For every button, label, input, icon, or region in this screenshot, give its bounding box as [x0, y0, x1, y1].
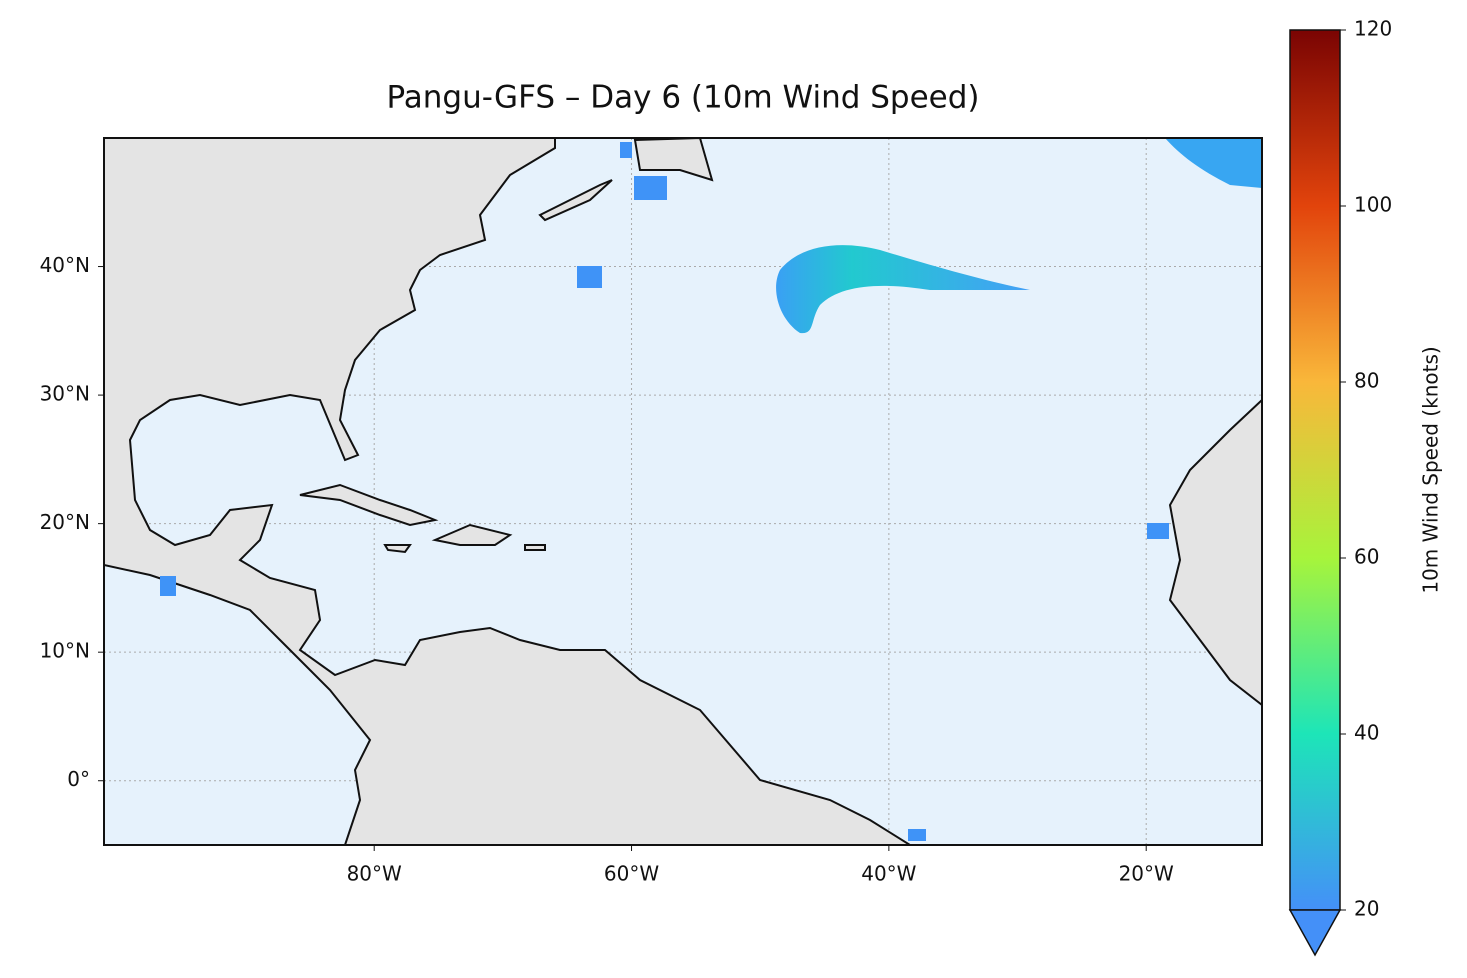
colorbar-label: 10m Wind Speed (knots) [1419, 346, 1443, 593]
land-puerto-rico [524, 544, 546, 551]
colorbar-extend [1288, 909, 1342, 957]
colorbar-tick-label: 40 [1354, 721, 1379, 745]
colorbar-gradient [1289, 29, 1341, 911]
colorbar-tick-label: 20 [1354, 897, 1379, 921]
wind-feature [577, 266, 602, 288]
x-tick-label: 20°W [1119, 862, 1174, 886]
map-area [104, 138, 1262, 845]
land-cuba [299, 483, 439, 527]
wind-feature [160, 576, 176, 596]
y-tick-label: 30°N [40, 382, 90, 406]
graticule [104, 138, 1262, 845]
colorbar: 20 40 60 80 100 120 10m Wind Speed (knots) [1288, 17, 1443, 957]
y-tick-label: 40°N [40, 253, 90, 277]
wind-feature-northeast [1165, 138, 1262, 188]
land-jamaica [383, 544, 412, 554]
x-tick-label: 80°W [347, 862, 402, 886]
chart-title: Pangu-GFS – Day 6 (10m Wind Speed) [386, 80, 979, 116]
x-tick-label: 40°W [861, 862, 916, 886]
colorbar-tick-label: 120 [1354, 17, 1392, 41]
y-tick-label: 0° [67, 767, 90, 791]
y-tick-label: 20°N [40, 510, 90, 534]
y-tick-label: 10°N [40, 639, 90, 663]
wind-feature [634, 176, 667, 200]
map-frame [103, 137, 1263, 846]
x-tick-label: 60°W [604, 862, 659, 886]
land-nova-scotia [538, 179, 613, 222]
colorbar-tick-label: 60 [1354, 545, 1379, 569]
wind-feature-storm [776, 245, 1030, 334]
wind-feature [620, 142, 632, 158]
colorbar-tick-label: 80 [1354, 369, 1379, 393]
wind-feature [908, 829, 926, 841]
land-americas [104, 138, 912, 845]
colorbar-tick-label: 100 [1354, 193, 1392, 217]
land-africa [1168, 398, 1262, 707]
wind-feature [1147, 523, 1169, 539]
land-hispaniola [431, 523, 513, 546]
